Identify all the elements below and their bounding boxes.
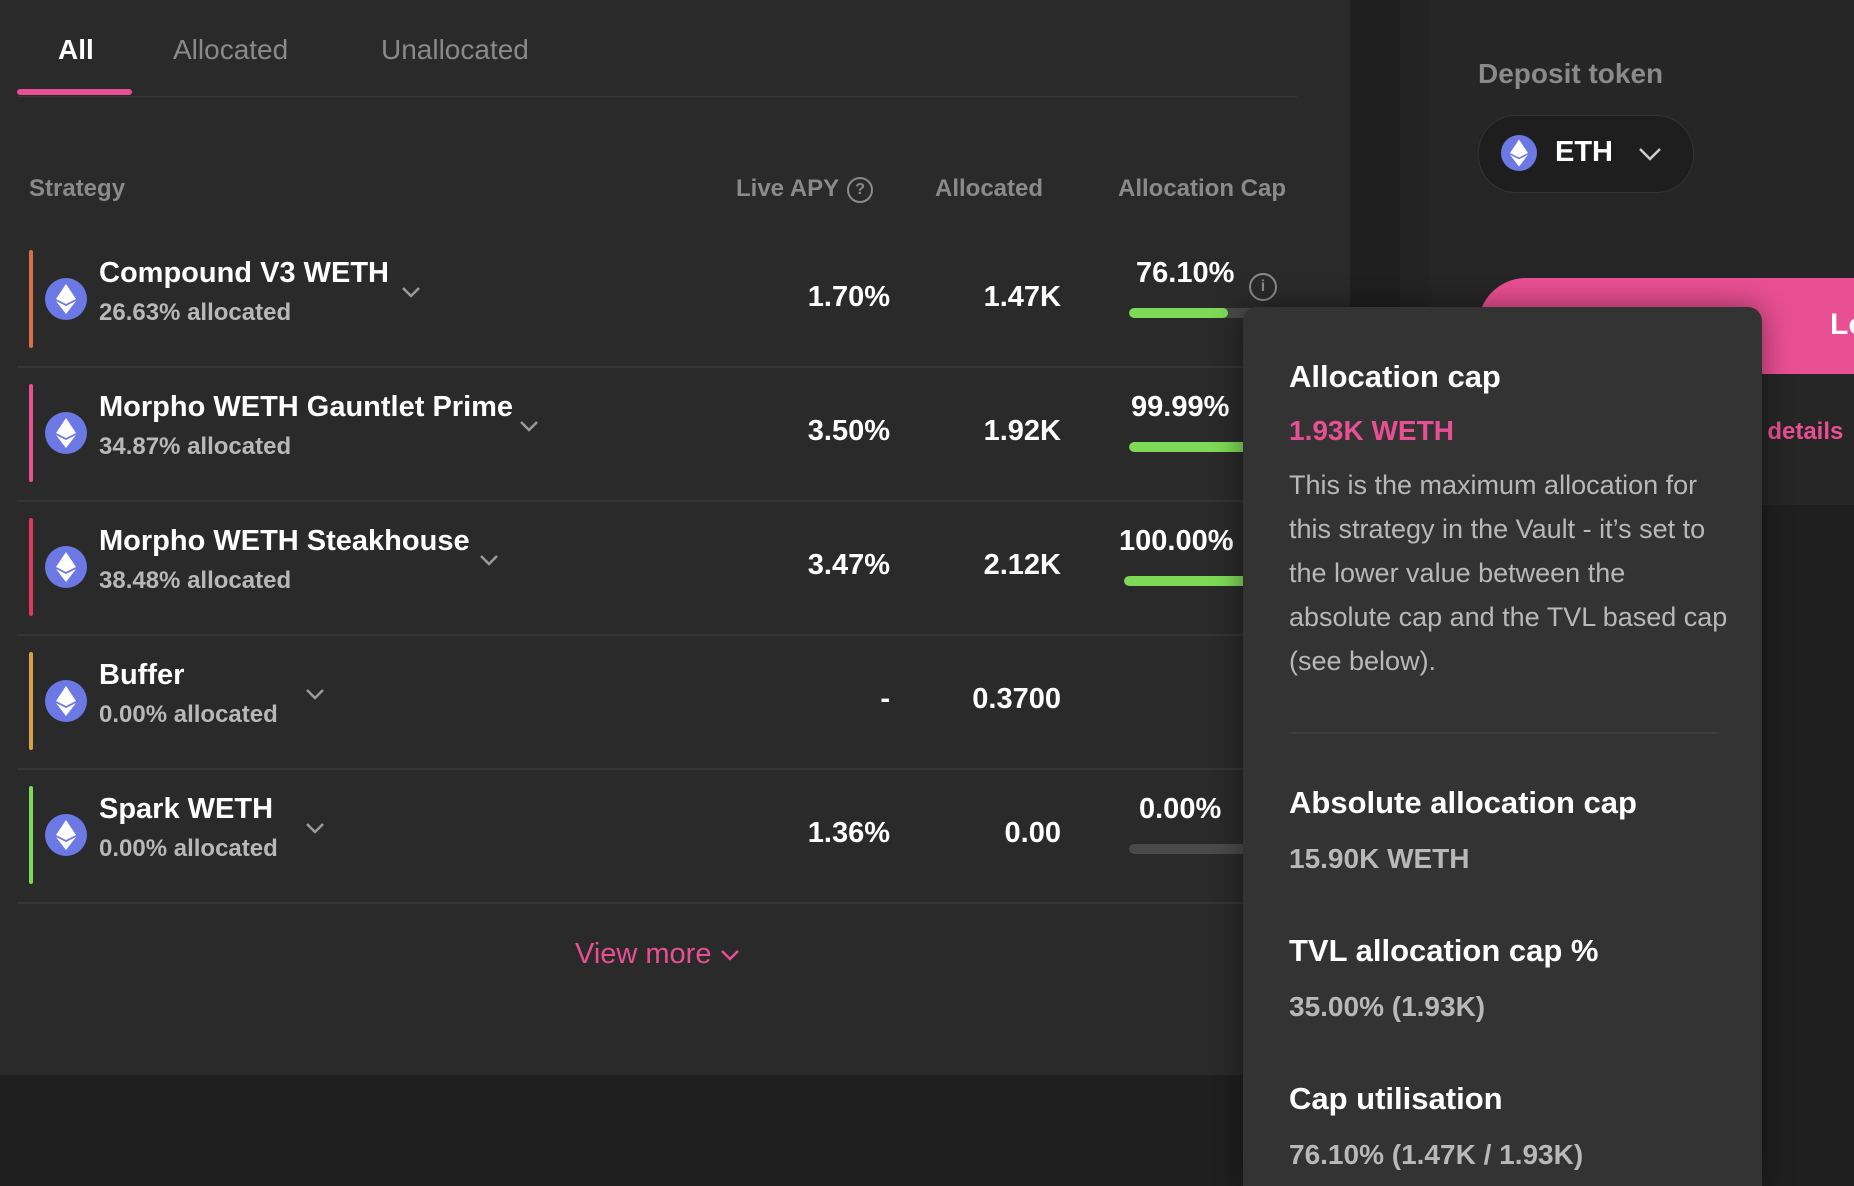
live-apy-value: 1.36% xyxy=(807,817,890,849)
tab-bar: All Allocated Unallocated xyxy=(17,0,1297,97)
table-row[interactable]: Spark WETH 0.00% allocated 1.36% 0.00 0.… xyxy=(17,769,1297,904)
eth-icon xyxy=(1501,135,1537,171)
primary-action-label: Lo xyxy=(1830,308,1854,341)
header-live-apy: Live APY? xyxy=(736,175,874,203)
help-icon[interactable]: ? xyxy=(847,176,874,203)
deposit-token-label: Deposit token xyxy=(1478,58,1664,89)
strategy-color-bar xyxy=(29,786,33,884)
strategy-color-bar xyxy=(29,652,33,750)
table-row[interactable]: Compound V3 WETH 26.63% allocated 1.70% … xyxy=(17,233,1297,368)
details-link[interactable]: / details xyxy=(1754,418,1844,445)
chevron-down-icon xyxy=(1639,148,1661,161)
strategy-color-bar xyxy=(29,384,33,482)
strategy-allocated-pct: 38.48% allocated xyxy=(99,567,292,594)
header-live-apy-label: Live APY xyxy=(736,175,840,202)
tooltip-title: Allocation cap xyxy=(1289,359,1501,394)
strategy-allocated-pct: 26.63% allocated xyxy=(99,299,292,326)
view-more-label: View more xyxy=(575,938,712,970)
strategies-card: All Allocated Unallocated Strategy Live … xyxy=(0,0,1350,1075)
chevron-down-icon[interactable] xyxy=(518,415,540,437)
allocation-cap-progress xyxy=(1129,442,1259,452)
chevron-down-icon[interactable] xyxy=(304,817,326,839)
strategy-allocated-pct: 34.87% allocated xyxy=(99,433,292,460)
strategy-name: Compound V3 WETH xyxy=(99,257,389,289)
tvl-cap-value: 35.00% (1.93K) xyxy=(1289,991,1486,1022)
tab-unallocated[interactable]: Unallocated xyxy=(381,34,529,65)
allocation-cap-value: 0.00% xyxy=(1139,793,1222,825)
chevron-down-icon[interactable] xyxy=(400,281,422,303)
tooltip-cap-value: 1.93K WETH xyxy=(1289,415,1454,446)
eth-icon xyxy=(45,814,87,856)
allocation-cap-tooltip: Allocation cap 1.93K WETH This is the ma… xyxy=(1243,307,1762,1186)
tvl-cap-title: TVL allocation cap % xyxy=(1289,933,1599,968)
header-allocation-cap: Allocation Cap xyxy=(1118,175,1287,202)
strategy-allocated-pct: 0.00% allocated xyxy=(99,701,278,728)
eth-icon xyxy=(45,546,87,588)
allocation-cap-progress-fill xyxy=(1124,576,1259,586)
strategy-name: Spark WETH xyxy=(99,793,274,825)
allocated-value: 0.3700 xyxy=(972,683,1061,715)
allocated-value: 2.12K xyxy=(983,549,1061,581)
tooltip-description: This is the maximum allocation for this … xyxy=(1289,470,1728,676)
tab-all[interactable]: All xyxy=(58,34,94,65)
header-allocated: Allocated xyxy=(935,175,1044,202)
active-tab-indicator xyxy=(17,89,132,95)
absolute-cap-value: 15.90K WETH xyxy=(1289,843,1470,874)
token-symbol: ETH xyxy=(1555,136,1613,168)
live-apy-value: 1.70% xyxy=(807,281,890,313)
eth-icon xyxy=(45,278,87,320)
allocation-cap-progress xyxy=(1124,576,1259,586)
allocation-cap-value: 100.00% xyxy=(1119,525,1234,557)
strategy-color-bar xyxy=(29,250,33,348)
strategy-color-bar xyxy=(29,518,33,616)
allocation-cap-progress-fill xyxy=(1129,308,1228,318)
table-row[interactable]: Buffer 0.00% allocated - 0.3700 xyxy=(17,635,1297,770)
table-row[interactable]: Morpho WETH Gauntlet Prime 34.87% alloca… xyxy=(17,367,1297,502)
strategy-name: Morpho WETH Steakhouse xyxy=(99,525,470,557)
header-strategy: Strategy xyxy=(29,175,126,202)
allocation-cap-progress-fill xyxy=(1129,442,1259,452)
cap-utilisation-value: 76.10% (1.47K / 1.93K) xyxy=(1289,1139,1584,1170)
live-apy-value: - xyxy=(880,683,890,715)
allocation-cap-progress xyxy=(1129,844,1259,854)
chevron-down-icon[interactable] xyxy=(478,549,500,571)
allocation-cap-progress xyxy=(1129,308,1259,318)
allocation-cap-value: 76.10% xyxy=(1136,257,1235,289)
tab-allocated[interactable]: Allocated xyxy=(173,34,289,65)
eth-icon xyxy=(45,680,87,722)
eth-icon xyxy=(45,412,87,454)
strategy-name: Buffer xyxy=(99,659,185,691)
chevron-down-icon xyxy=(720,950,739,962)
view-more-link[interactable]: View more xyxy=(575,938,740,971)
absolute-cap-title: Absolute allocation cap xyxy=(1289,785,1637,820)
strategy-name: Morpho WETH Gauntlet Prime xyxy=(99,391,514,423)
strategy-allocated-pct: 0.00% allocated xyxy=(99,835,278,862)
table-row[interactable]: Morpho WETH Steakhouse 38.48% allocated … xyxy=(17,501,1297,636)
allocated-value: 1.92K xyxy=(983,415,1061,447)
token-selector[interactable]: ETH xyxy=(1478,115,1694,193)
allocation-cap-value: 99.99% xyxy=(1131,391,1230,423)
info-icon[interactable]: i xyxy=(1249,273,1277,301)
allocated-value: 1.47K xyxy=(983,281,1061,313)
cap-utilisation-title: Cap utilisation xyxy=(1289,1081,1503,1116)
tooltip-divider xyxy=(1289,732,1719,734)
chevron-down-icon[interactable] xyxy=(304,683,326,705)
allocated-value: 0.00 xyxy=(1004,817,1061,849)
live-apy-value: 3.50% xyxy=(807,415,890,447)
live-apy-value: 3.47% xyxy=(807,549,890,581)
